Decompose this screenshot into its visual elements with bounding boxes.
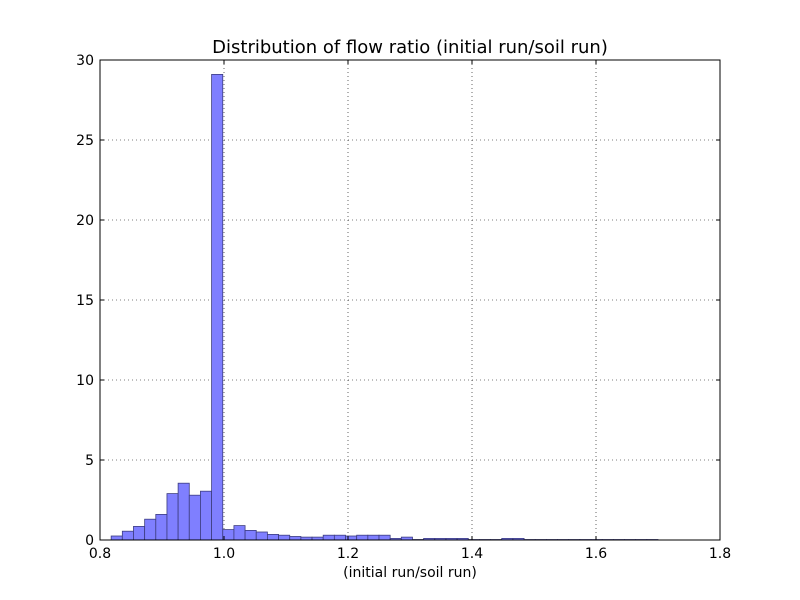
histogram-bar [278,534,291,541]
histogram-bar [255,531,268,541]
histogram-bar [144,518,157,541]
histogram-bar [322,534,335,541]
chart-title: Distribution of flow ratio (initial run/… [212,37,608,58]
histogram-bar [333,534,346,541]
y-tick-label: 5 [85,453,94,469]
y-tick-label: 0 [85,533,94,549]
histogram-bar [166,493,179,541]
histogram-bar [133,526,146,541]
histogram-bar [155,514,168,541]
histogram-bar [177,482,190,541]
grid-lines [100,60,720,540]
histogram-bar [244,530,257,541]
histogram-bar [345,535,358,541]
x-axis-label: (initial run/soil run) [343,565,477,581]
x-tick-label: 1.2 [337,546,359,562]
tick-marks [99,59,721,541]
histogram-bar [266,534,279,541]
y-tick-label: 10 [76,373,94,389]
histogram-bar [121,530,134,541]
histogram-bar [200,490,213,541]
histogram-bar [289,536,302,541]
histogram-bar [188,494,201,541]
histogram-bar [367,534,380,541]
histogram-bar [110,535,123,541]
y-tick-label: 15 [76,293,94,309]
y-tick-labels: 0 5 10 15 20 25 30 [76,53,94,549]
y-tick-label: 20 [76,213,94,229]
y-tick-label: 25 [76,133,94,149]
x-tick-label: 1.4 [461,546,483,562]
histogram-bar [211,74,224,541]
x-tick-labels: 0.8 1.0 1.2 1.4 1.6 1.8 [89,546,731,562]
x-tick-label: 1.0 [213,546,235,562]
histogram-bar [356,534,369,541]
histogram-bar [378,534,391,541]
y-tick-label: 30 [76,53,94,69]
x-tick-label: 1.6 [585,546,607,562]
histogram-bar [233,525,246,541]
x-tick-label: 0.8 [89,546,111,562]
bars [110,74,659,541]
x-tick-label: 1.8 [709,546,731,562]
